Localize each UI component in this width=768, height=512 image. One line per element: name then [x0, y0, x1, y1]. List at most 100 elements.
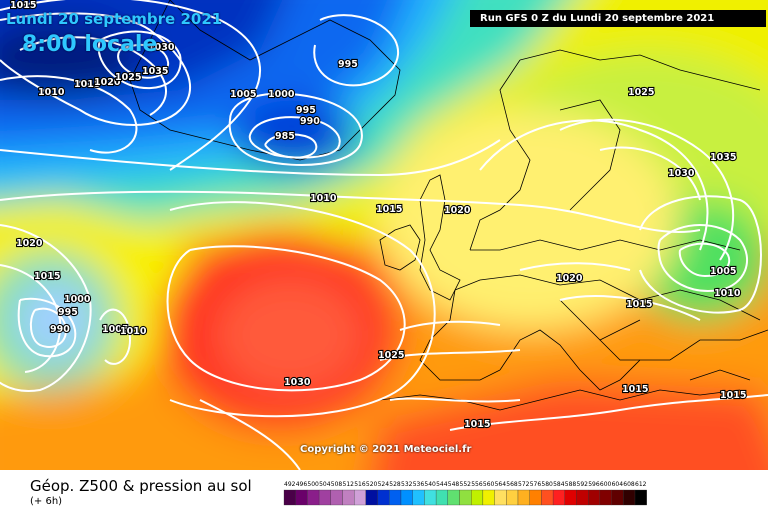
scale-tick-label: 580	[541, 481, 553, 488]
scale-tick-label: 588	[565, 481, 577, 488]
scale-swatch	[435, 489, 448, 506]
isobar-label: 1005	[102, 324, 128, 335]
isobar-label: 1025	[378, 350, 404, 361]
isobar-label: 1000	[268, 89, 295, 100]
copyright-notice: Copyright © 2021 Meteociel.fr	[300, 444, 472, 455]
isobar-label: 1030	[284, 377, 311, 388]
scale-tick-label: 608	[623, 481, 635, 488]
isobar-labels: 1015 1010 1030 1035 1015 1020 1025 995 1…	[9, 0, 748, 431]
scale-tick-label: 544	[436, 481, 448, 488]
isobar-label: 1000	[64, 294, 91, 305]
isobar-label: 990	[300, 116, 320, 127]
isobar-label: 1015	[376, 204, 402, 215]
scale-tick-label: 592	[577, 481, 589, 488]
isobar-label: 990	[50, 324, 70, 335]
scale-swatch	[506, 489, 519, 506]
isobar-label: 995	[338, 59, 358, 70]
isobar-label: 1030	[668, 168, 695, 179]
forecast-time: 8:00 locale	[22, 32, 158, 57]
scale-tick-label: 504	[319, 481, 331, 488]
scale-tick-label: 572	[518, 481, 530, 488]
forecast-date: Lundi 20 septembre 2021	[6, 10, 223, 28]
scale-swatch	[330, 489, 343, 506]
scale-tick-label: 496	[296, 481, 308, 488]
isobar-label: 995	[58, 307, 78, 318]
scale-swatch	[599, 489, 612, 506]
isobar-label: 1020	[16, 238, 43, 249]
scale-swatch	[471, 489, 484, 506]
scale-swatch	[517, 489, 530, 506]
scale-swatch	[541, 489, 554, 506]
isobar-label: 1015	[626, 299, 652, 310]
isobar-label: 1010	[38, 87, 65, 98]
isobar-label: 1010	[120, 326, 147, 337]
isobar-label: 1010	[310, 193, 337, 204]
scale-tick-label: 508	[331, 481, 343, 488]
scale-swatch	[529, 489, 542, 506]
scale-swatch	[365, 489, 378, 506]
scale-swatch	[494, 489, 507, 506]
scale-tick-label: 576	[530, 481, 542, 488]
scale-swatch	[634, 489, 647, 506]
isobar-label: 1015	[10, 0, 36, 11]
scale-swatch	[354, 489, 367, 506]
scale-swatch	[447, 489, 460, 506]
scale-swatch	[482, 489, 495, 506]
scale-tick-label: 500	[307, 481, 319, 488]
isobar-label: 1010	[714, 288, 741, 299]
scale-tick-label: 564	[495, 481, 507, 488]
scale-tick-label: 600	[600, 481, 612, 488]
isobar-label: 1035	[142, 66, 168, 77]
model-run-label: Run GFS 0 Z du Lundi 20 septembre 2021	[470, 10, 766, 27]
scale-tick-label: 548	[448, 481, 460, 488]
scale-swatch	[412, 489, 425, 506]
scale-tick-label: 520	[366, 481, 378, 488]
isobar-label: 1035	[710, 152, 736, 163]
isobar-label: 1025	[628, 87, 654, 98]
legend-bar: Géop. Z500 & pression au sol (+ 6h) 492 4…	[0, 470, 768, 512]
isobar-label: 1005	[710, 266, 736, 277]
scale-tick-label: 532	[401, 481, 413, 488]
scale-tick-label: 540	[424, 481, 436, 488]
scale-swatch	[283, 489, 296, 506]
scale-tick-label: 560	[483, 481, 495, 488]
isobar-label: 985	[275, 131, 295, 142]
scale-swatch	[588, 489, 601, 506]
scale-swatch	[564, 489, 577, 506]
isobar-label: 1015	[720, 390, 746, 401]
scale-tick-label: 524	[378, 481, 390, 488]
scale-tick-label: 568	[506, 481, 518, 488]
scale-swatch	[342, 489, 355, 506]
coastlines	[129, 0, 768, 411]
color-scale: 492 496 500 504 508 512 516 520 524 528 532 536 540 5…	[283, 481, 647, 506]
isobar-label: 1015	[464, 419, 490, 430]
scale-swatch	[389, 489, 402, 506]
forecast-step: (+ 6h)	[30, 496, 63, 507]
isobar-label: 1025	[115, 72, 141, 83]
isobar-label: 1015	[622, 384, 648, 395]
scale-swatch	[400, 489, 413, 506]
isobar-label: 1005	[230, 89, 256, 100]
isobars	[0, 0, 768, 470]
isobar-label: 1015	[74, 79, 100, 90]
isobar-label: 1020	[556, 273, 583, 284]
product-title: Géop. Z500 & pression au sol	[30, 477, 252, 495]
scale-swatch	[318, 489, 331, 506]
isobar-label: 1015	[34, 271, 60, 282]
scale-tick-label: 536	[413, 481, 425, 488]
scale-swatch	[307, 489, 320, 506]
scale-tick-label: 528	[389, 481, 401, 488]
scale-swatch	[623, 489, 636, 506]
scale-tick-label: 516	[354, 481, 366, 488]
scale-tick-label: 604	[612, 481, 624, 488]
scale-swatch	[552, 489, 565, 506]
scale-tick-label: 552	[460, 481, 472, 488]
isobar-label: 1030	[148, 42, 175, 53]
isobar-label: 1020	[94, 77, 121, 88]
isobar-label: 1020	[444, 205, 471, 216]
scale-tick-label: 596	[588, 481, 600, 488]
scale-tick-label: 492	[284, 481, 296, 488]
scale-swatch	[459, 489, 472, 506]
scale-swatch	[377, 489, 390, 506]
scale-swatch	[424, 489, 437, 506]
